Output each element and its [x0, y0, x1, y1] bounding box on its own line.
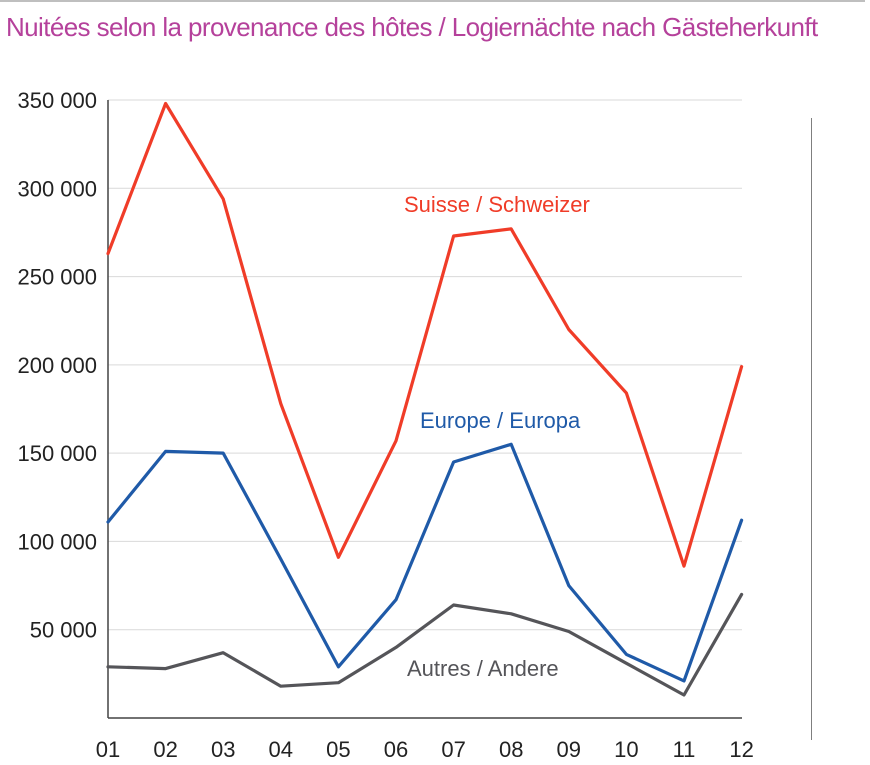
y-tick-label: 150 000 — [17, 441, 97, 466]
right-divider — [811, 118, 812, 740]
series-line-1 — [106, 442, 744, 683]
x-tick-label: 03 — [211, 737, 235, 762]
y-tick-label: 300 000 — [17, 176, 97, 201]
y-tick-label: 250 000 — [17, 265, 97, 290]
x-tick-labels: 01 02 03 04 05 06 07 08 09 10 11 12 — [96, 737, 754, 762]
series-lines — [106, 101, 744, 697]
series-label-2: Autres / Andere — [407, 656, 559, 681]
chart-title: Nuitées selon la provenance des hôtes / … — [6, 12, 818, 42]
x-tick-label: 08 — [499, 737, 523, 762]
y-tick-label: 350 000 — [17, 88, 97, 113]
x-tick-label: 04 — [269, 737, 293, 762]
x-tick-label: 11 — [673, 737, 696, 762]
y-tick-labels: 50 000 100 000 150 000 200 000 250 000 300 00… — [17, 88, 97, 643]
series-label-1: Europe / Europa — [420, 408, 581, 433]
x-tick-label: 05 — [326, 737, 350, 762]
x-tick-label: 10 — [614, 737, 638, 762]
x-tick-label: 02 — [153, 737, 177, 762]
series-line-2 — [106, 592, 744, 697]
y-tick-label: 50 000 — [30, 618, 97, 643]
y-tick-label: 100 000 — [17, 529, 97, 554]
series-labels: Suisse / Schweizer Europe / Europa Autres … — [404, 192, 590, 681]
series-label-0: Suisse / Schweizer — [404, 192, 590, 217]
y-tick-label: 200 000 — [17, 353, 97, 378]
x-tick-label: 09 — [557, 737, 581, 762]
x-tick-label: 12 — [729, 737, 753, 762]
title-divider — [0, 0, 865, 2]
x-tick-label: 06 — [384, 737, 408, 762]
x-tick-label: 01 — [96, 737, 120, 762]
gridlines — [108, 99, 742, 631]
x-tick-label: 07 — [441, 737, 465, 762]
series-line-0 — [106, 101, 744, 568]
